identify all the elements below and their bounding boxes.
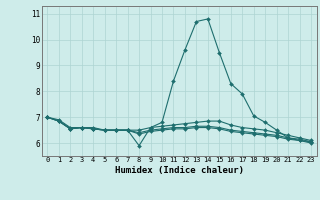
X-axis label: Humidex (Indice chaleur): Humidex (Indice chaleur): [115, 166, 244, 175]
